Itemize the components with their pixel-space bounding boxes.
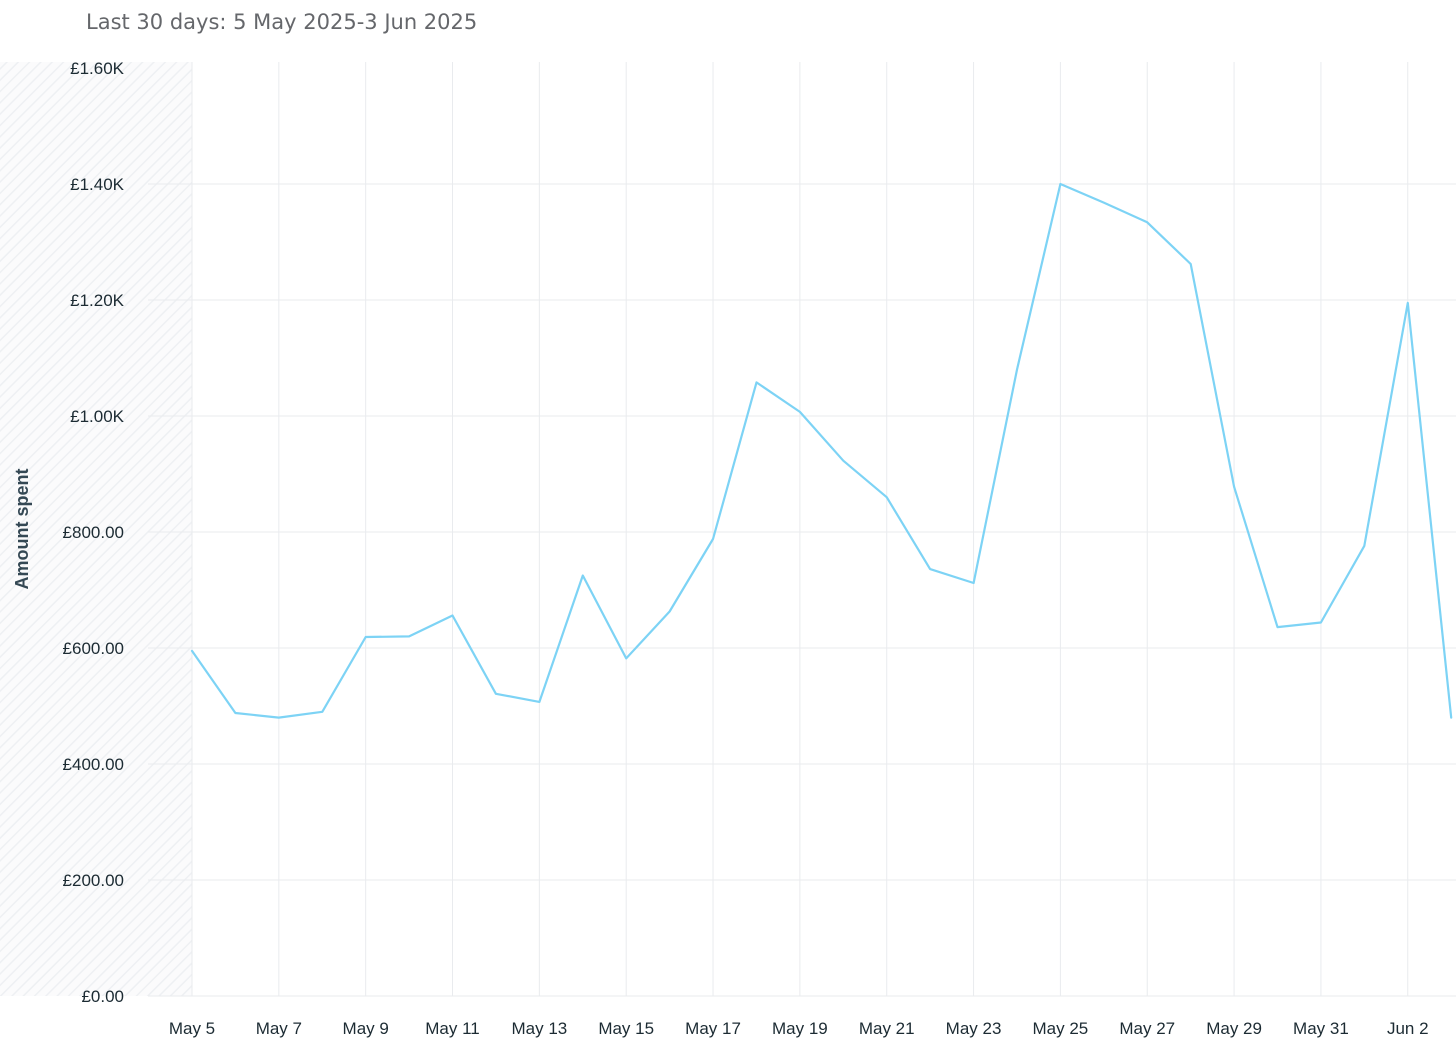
x-tick-label: May 13 [511,1019,567,1038]
x-tick-label: May 9 [343,1019,389,1038]
y-tick-label: £1.20K [70,291,125,310]
x-tick-label: May 23 [946,1019,1002,1038]
pre-range-shaded-region [0,62,192,996]
x-tick-label: May 25 [1033,1019,1089,1038]
x-tick-label: May 31 [1293,1019,1349,1038]
y-tick-label: £1.00K [70,407,125,426]
x-tick-label: May 7 [256,1019,302,1038]
x-tick-label: May 21 [859,1019,915,1038]
x-tick-label: Jun 2 [1387,1019,1429,1038]
y-tick-label: £400.00 [63,755,124,774]
y-axis-ticks: £0.00 £200.00 £400.00 £600.00 £800.00 £1.00K £… [63,59,125,1006]
chart-series [190,182,1453,719]
x-tick-label: May 17 [685,1019,741,1038]
y-tick-label: £0.00 [81,987,124,1006]
y-tick-label: £600.00 [63,639,124,658]
y-tick-label: £1.60K [70,59,125,78]
chart-gridlines [148,62,1456,997]
y-tick-label: £200.00 [63,871,124,890]
x-tick-label: May 27 [1119,1019,1175,1038]
x-tick-label: May 29 [1206,1019,1262,1038]
x-tick-label: May 19 [772,1019,828,1038]
y-tick-label: £1.40K [70,175,125,194]
y-tick-label: £800.00 [63,523,124,542]
x-tick-label: May 15 [598,1019,654,1038]
date-range-label: Last 30 days: 5 May 2025-3 Jun 2025 [86,10,478,34]
x-tick-label: May 5 [169,1019,215,1038]
amount-spent-line [190,182,1453,719]
x-axis-ticks: May 5 May 7 May 9 May 11 May 13 May 15 May 17 M… [169,1019,1429,1038]
x-tick-label: May 11 [425,1019,480,1038]
y-axis-title: Amount spent [12,469,32,590]
